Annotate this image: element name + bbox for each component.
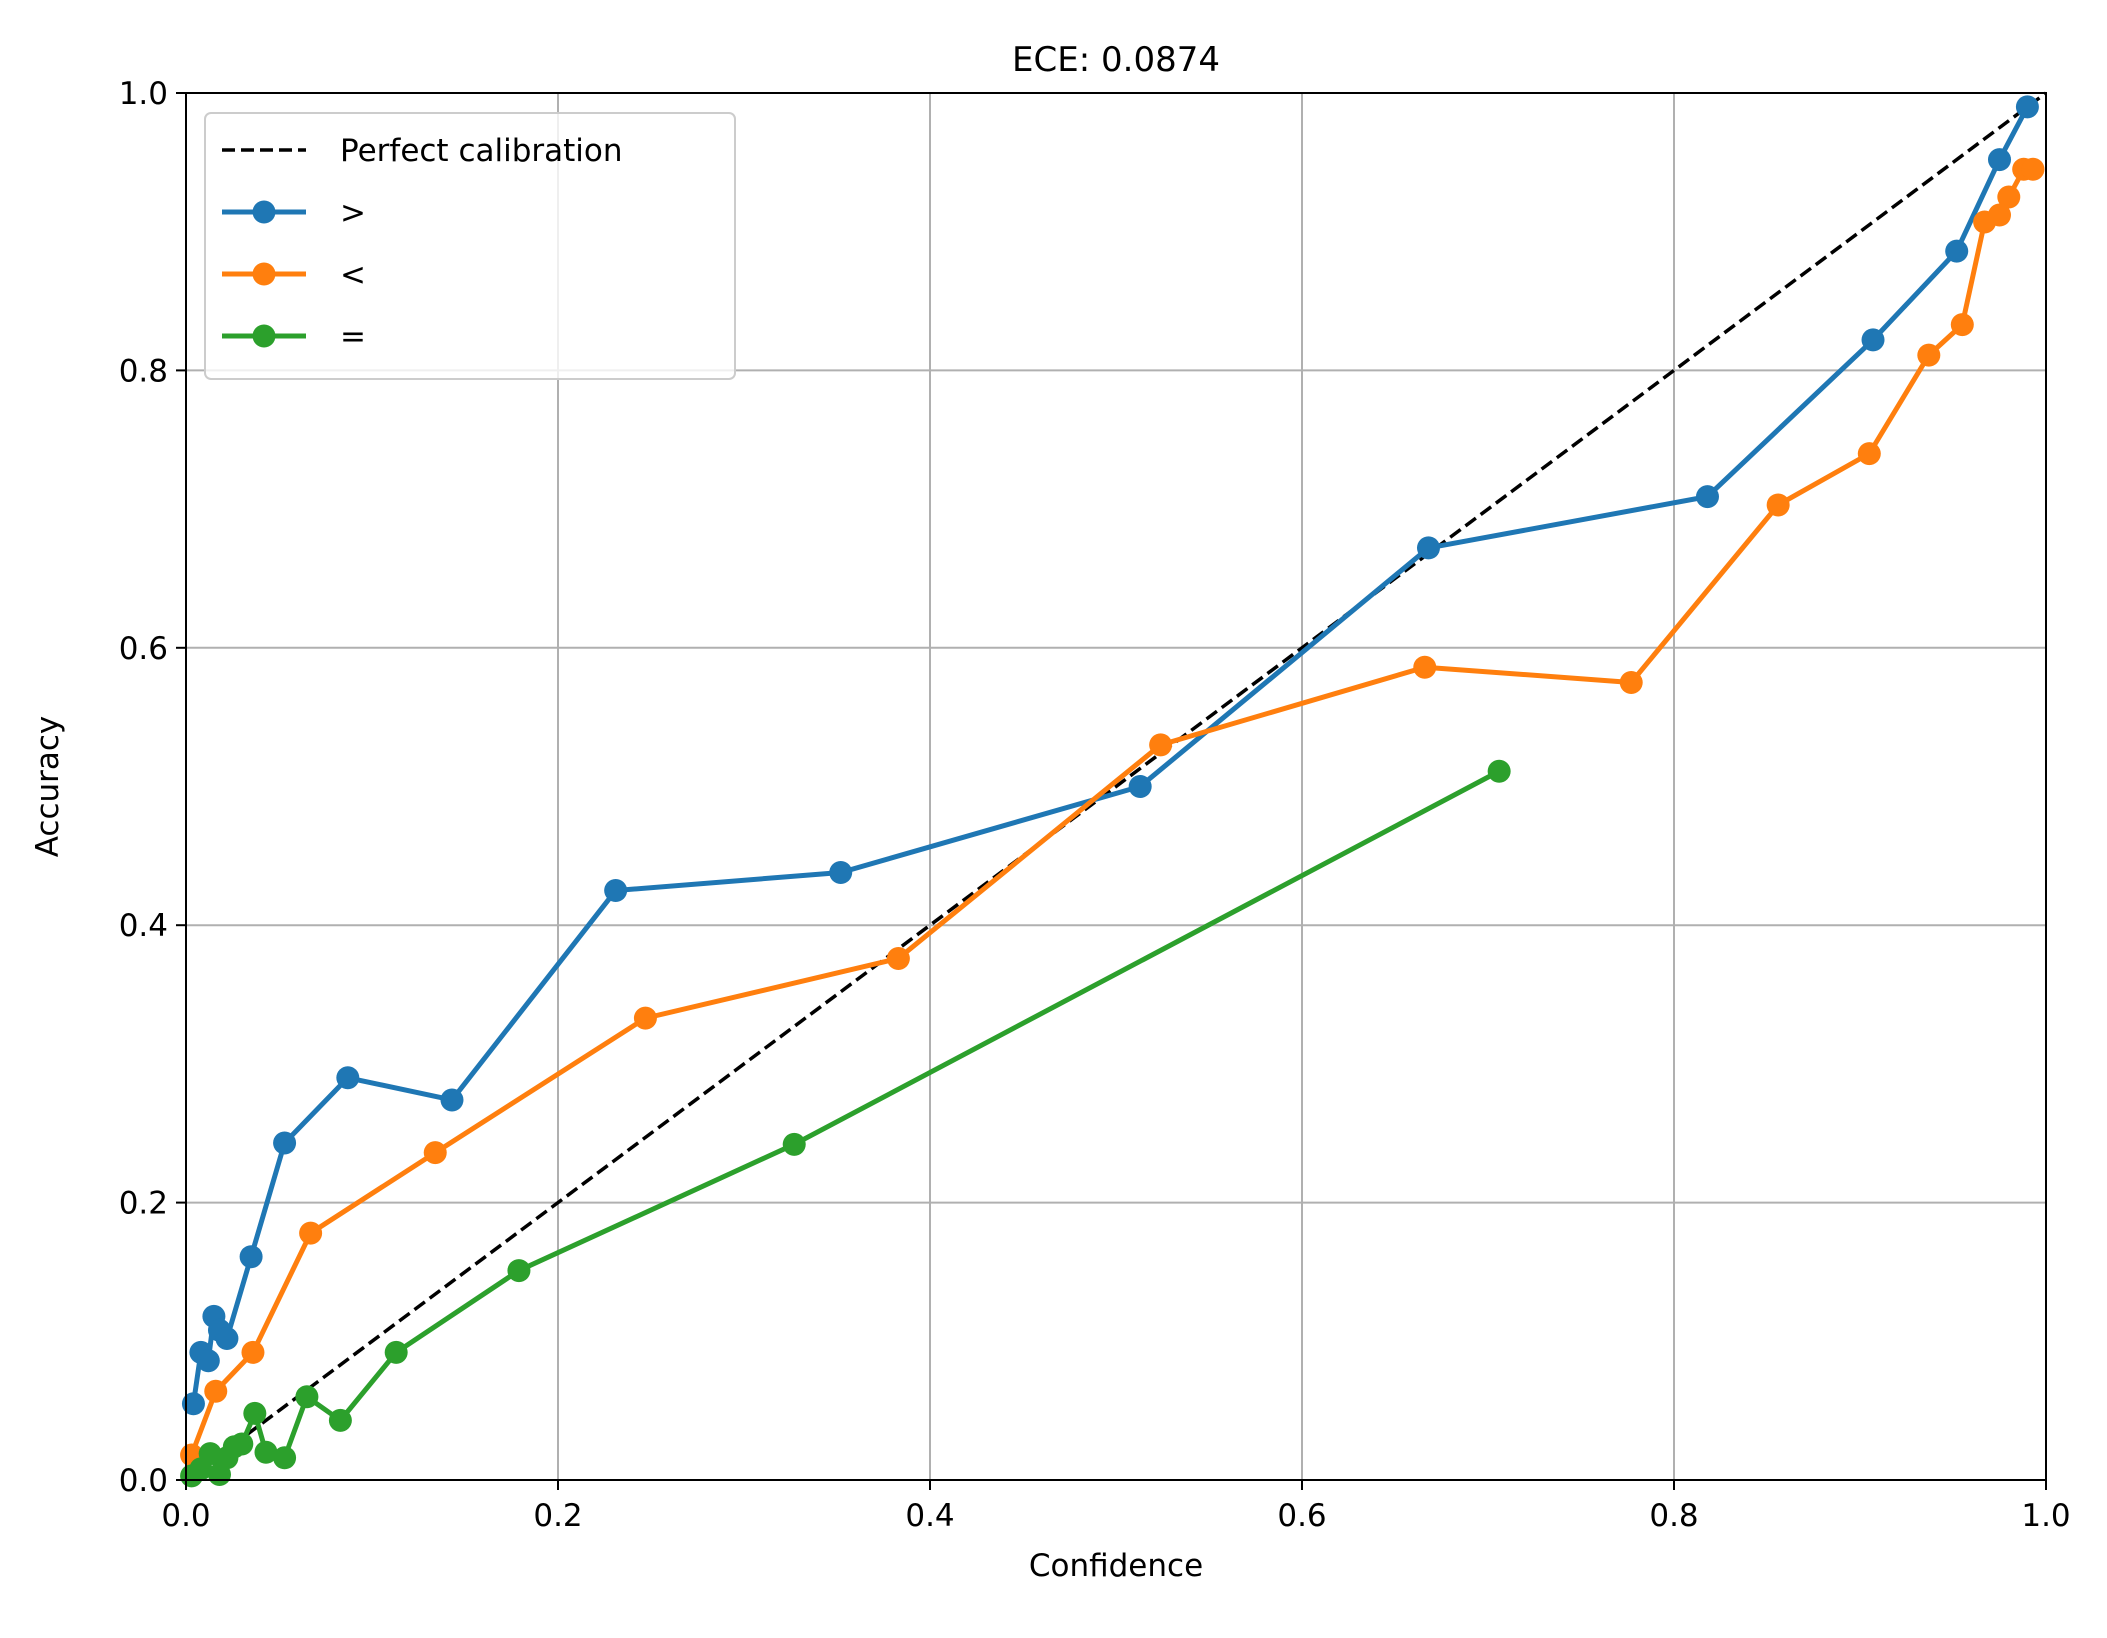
data-point-less (2021, 157, 2045, 181)
legend-label-greater: > (340, 195, 366, 231)
data-point-equal (782, 1132, 806, 1156)
data-point-equal (295, 1385, 319, 1409)
legend-label-perfect-calibration: Perfect calibration (340, 133, 623, 169)
data-point-less (204, 1379, 228, 1403)
data-point-equal (384, 1340, 408, 1364)
x-tick-label: 1.0 (2021, 1498, 2070, 1534)
x-tick-label: 0.8 (1649, 1498, 1698, 1534)
data-point-less (1149, 733, 1173, 757)
data-point-equal (243, 1401, 267, 1425)
data-point-less (886, 946, 910, 970)
data-point-less (1950, 313, 1974, 337)
plot-frame (185, 92, 2047, 1481)
data-point-greater (604, 879, 628, 903)
data-point-less (1997, 185, 2021, 209)
y-tick-label: 0.8 (119, 353, 168, 389)
y-tick-label: 0.2 (119, 1186, 168, 1222)
data-point-equal (507, 1259, 531, 1283)
data-point-greater (215, 1327, 239, 1351)
series-equal (180, 759, 1511, 1488)
data-point-less (1857, 442, 1881, 466)
legend-marker-less (252, 262, 276, 286)
data-point-greater (1988, 148, 2011, 172)
chart-title: ECE: 0.0874 (1012, 40, 1220, 80)
legend-marker-greater (252, 200, 276, 224)
data-point-equal (230, 1432, 254, 1456)
data-point-less (633, 1006, 657, 1030)
x-tick-label: 0.4 (905, 1498, 954, 1534)
y-tick-label: 0.6 (119, 631, 168, 667)
perfect-calibration-line (184, 91, 2048, 1482)
data-point-less (1988, 203, 2011, 227)
data-point-greater (273, 1131, 297, 1155)
series-greater (181, 95, 2039, 1416)
data-point-greater (440, 1088, 464, 1112)
y-tick-label: 0.4 (119, 908, 168, 944)
data-point-greater (181, 1392, 205, 1416)
data-point-less (423, 1141, 447, 1165)
y-tick-label: 1.0 (119, 76, 168, 112)
data-point-greater (1416, 536, 1440, 560)
x-tick-label: 0.6 (1277, 1498, 1326, 1534)
reference-line-group (184, 91, 2048, 1482)
data-point-greater (2015, 95, 2039, 119)
data-point-greater (239, 1245, 263, 1269)
data-point-less (1413, 655, 1437, 679)
data-point-less (1917, 343, 1941, 367)
data-point-greater (829, 860, 853, 884)
data-point-greater (1945, 239, 1969, 263)
data-point-less (1766, 493, 1790, 517)
x-axis-label: Confidence (1029, 1548, 1203, 1584)
data-point-equal (328, 1408, 352, 1432)
x-tick-label: 0.0 (161, 1498, 210, 1534)
legend: Perfect calibration > < = (204, 112, 736, 380)
data-point-less (241, 1340, 265, 1364)
data-point-greater (196, 1349, 220, 1373)
data-point-greater (336, 1066, 360, 1090)
legend-label-equal: = (340, 319, 366, 355)
data-point-less (299, 1221, 323, 1245)
axis-ticks: 0.0 0.2 0.4 0.6 0.8 1.0 0.0 0.2 0.4 0.6 0.8 1.0 (119, 76, 2071, 1534)
y-axis-label: Accuracy (30, 716, 66, 858)
data-point-greater (1861, 328, 1885, 352)
data-point-equal (254, 1440, 278, 1464)
data-point-equal (1487, 759, 1511, 783)
legend-label-less: < (340, 257, 366, 293)
data-point-greater (1128, 775, 1152, 798)
legend-box (204, 112, 736, 380)
legend-marker-equal (252, 324, 276, 348)
series-group (180, 95, 2045, 1488)
data-point-equal (273, 1446, 297, 1470)
y-tick-label: 0.0 (119, 1463, 168, 1499)
data-point-less (1619, 670, 1643, 694)
grid-lines (185, 92, 2047, 1481)
x-tick-label: 0.2 (533, 1498, 582, 1534)
data-point-greater (1695, 485, 1719, 509)
